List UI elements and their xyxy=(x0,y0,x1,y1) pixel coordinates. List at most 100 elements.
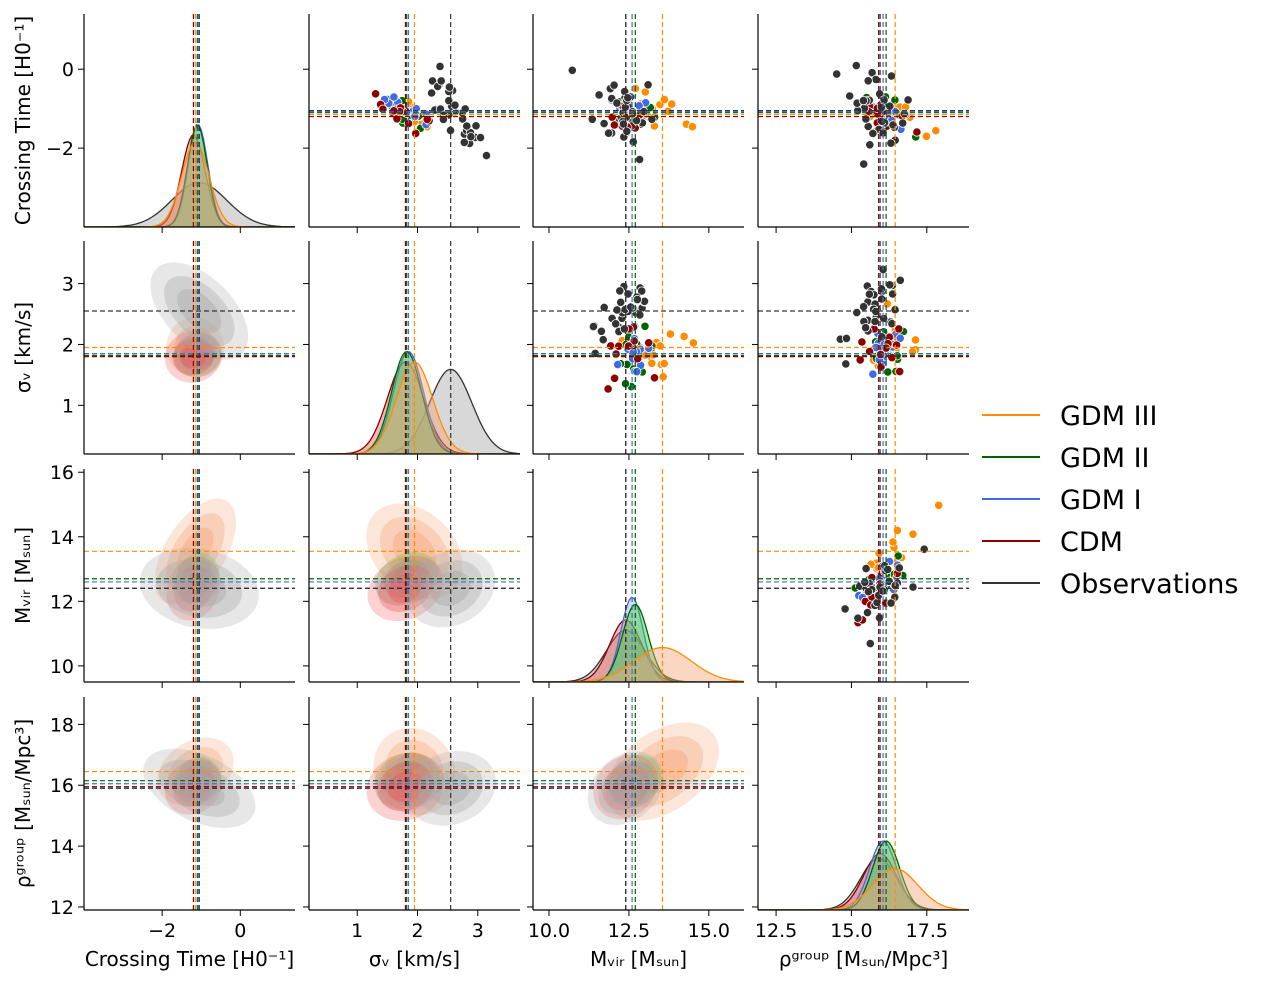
point-observations xyxy=(611,319,621,329)
point-observations xyxy=(862,607,873,618)
y-axis-label-1: σᵥ [km/s] xyxy=(11,302,35,393)
legend-label: GDM I xyxy=(1060,485,1142,516)
y-tick-label: 3 xyxy=(62,274,74,296)
point-observations xyxy=(908,582,918,592)
point-observations xyxy=(475,133,486,143)
point-gdm-i xyxy=(632,367,642,377)
contour-cdm xyxy=(166,556,221,621)
point-observations xyxy=(612,305,622,315)
point-observations xyxy=(858,96,869,106)
x-tick-label: 12.5 xyxy=(755,920,797,942)
point-observations xyxy=(471,121,481,131)
contour-cdm xyxy=(174,565,213,612)
point-observations xyxy=(861,563,871,574)
x-tick-label: 3 xyxy=(472,920,484,942)
point-observations xyxy=(860,323,871,333)
point-observations xyxy=(851,60,861,71)
point-gdm-iii xyxy=(888,537,898,547)
point-gdm-i xyxy=(868,369,878,379)
panel-3-3: 12.5 15.0 17.5 xyxy=(752,697,969,942)
legend-label: Observations xyxy=(1060,569,1238,600)
point-observations xyxy=(903,95,913,105)
y-tick-label: 1 xyxy=(62,395,74,417)
point-gdm-i xyxy=(389,92,399,102)
kde-gdm-i xyxy=(84,124,295,227)
kde-gdm-i xyxy=(533,596,744,682)
contour-observations xyxy=(430,570,471,606)
point-observations xyxy=(466,132,476,142)
point-observations xyxy=(863,76,873,86)
panel-2-1 xyxy=(303,469,520,688)
kde-gdm-iii xyxy=(758,868,969,910)
point-gdm-iii xyxy=(687,122,698,132)
point-observations xyxy=(567,65,577,75)
point-observations xyxy=(867,68,877,78)
point-cdm xyxy=(614,341,624,351)
point-observations xyxy=(459,137,469,147)
point-cdm xyxy=(411,128,421,138)
point-gdm-iii xyxy=(659,95,670,105)
x-axis-label-sv: σᵥ [km/s] xyxy=(369,947,460,971)
panel-0-1 xyxy=(303,14,520,233)
point-observations xyxy=(637,286,647,296)
y-axis-label-3: ρᵍʳᵒᵘᵖ [Mₛᵤₙ/Mpc³] xyxy=(11,719,35,888)
point-observations xyxy=(619,324,630,334)
point-observations xyxy=(853,613,863,623)
point-gdm-iii xyxy=(931,126,941,136)
point-observations xyxy=(598,335,608,345)
point-observations xyxy=(883,564,893,575)
point-gdm-i xyxy=(613,359,623,370)
point-observations xyxy=(596,326,607,336)
point-observations xyxy=(632,294,643,305)
point-observations xyxy=(845,91,855,101)
point-gdm-iii xyxy=(665,329,676,339)
point-observations xyxy=(888,120,898,130)
point-observations xyxy=(886,71,897,81)
point-observations xyxy=(635,310,645,320)
point-cdm xyxy=(370,89,381,99)
panel-1-0: 1 2 3 xyxy=(62,241,295,460)
point-observations xyxy=(436,76,446,86)
kde-observations xyxy=(84,181,295,227)
point-gdm-iii xyxy=(688,338,699,348)
point-cdm xyxy=(857,337,867,347)
point-cdm xyxy=(422,114,432,125)
point-observations xyxy=(852,307,862,318)
point-cdm xyxy=(609,120,620,130)
x-tick-label: 1 xyxy=(351,920,363,942)
point-observations xyxy=(628,137,638,147)
x-tick-label: −2 xyxy=(148,920,176,942)
y-tick-label: −2 xyxy=(46,138,74,160)
x-axis-label-mv: Mᵥᵢᵣ [Mₛᵤₙ] xyxy=(590,947,687,971)
panel-0-0: −2 0 xyxy=(46,14,295,233)
point-cdm xyxy=(855,355,865,365)
y-tick-label: 0 xyxy=(62,59,74,81)
point-observations xyxy=(450,100,460,110)
point-observations xyxy=(840,604,850,614)
point-observations xyxy=(886,598,896,608)
point-observations xyxy=(865,140,875,150)
point-observations xyxy=(885,280,895,290)
point-observations xyxy=(612,98,622,108)
panel-1-2 xyxy=(527,241,744,460)
y-tick-label: 16 xyxy=(50,775,74,797)
point-cdm xyxy=(606,341,616,351)
y-axis-label-2: Mᵥᵢᵣ [Mₛᵤₙ] xyxy=(11,527,35,624)
point-cdm xyxy=(895,366,905,377)
legend-label: GDM III xyxy=(1060,401,1157,432)
y-tick-label: 18 xyxy=(50,714,74,736)
point-observations xyxy=(871,306,881,317)
y-tick-label: 2 xyxy=(62,334,74,356)
panel-3-0: −2 0 12 14 16 18 xyxy=(50,697,295,942)
legend-label: CDM xyxy=(1060,527,1123,558)
point-observations xyxy=(444,82,454,92)
panel-2-0: 10 12 14 16 xyxy=(50,462,295,688)
point-observations xyxy=(622,126,632,136)
point-observations xyxy=(865,638,875,649)
x-axis-label-tc: Crossing Time [H0⁻¹] xyxy=(85,947,294,971)
point-gdm-iii xyxy=(910,335,921,345)
point-gdm-iii xyxy=(934,500,944,510)
point-observations xyxy=(886,138,896,148)
point-observations xyxy=(623,93,633,103)
y-axis-label-0: Crossing Time [H0⁻¹] xyxy=(11,16,35,225)
